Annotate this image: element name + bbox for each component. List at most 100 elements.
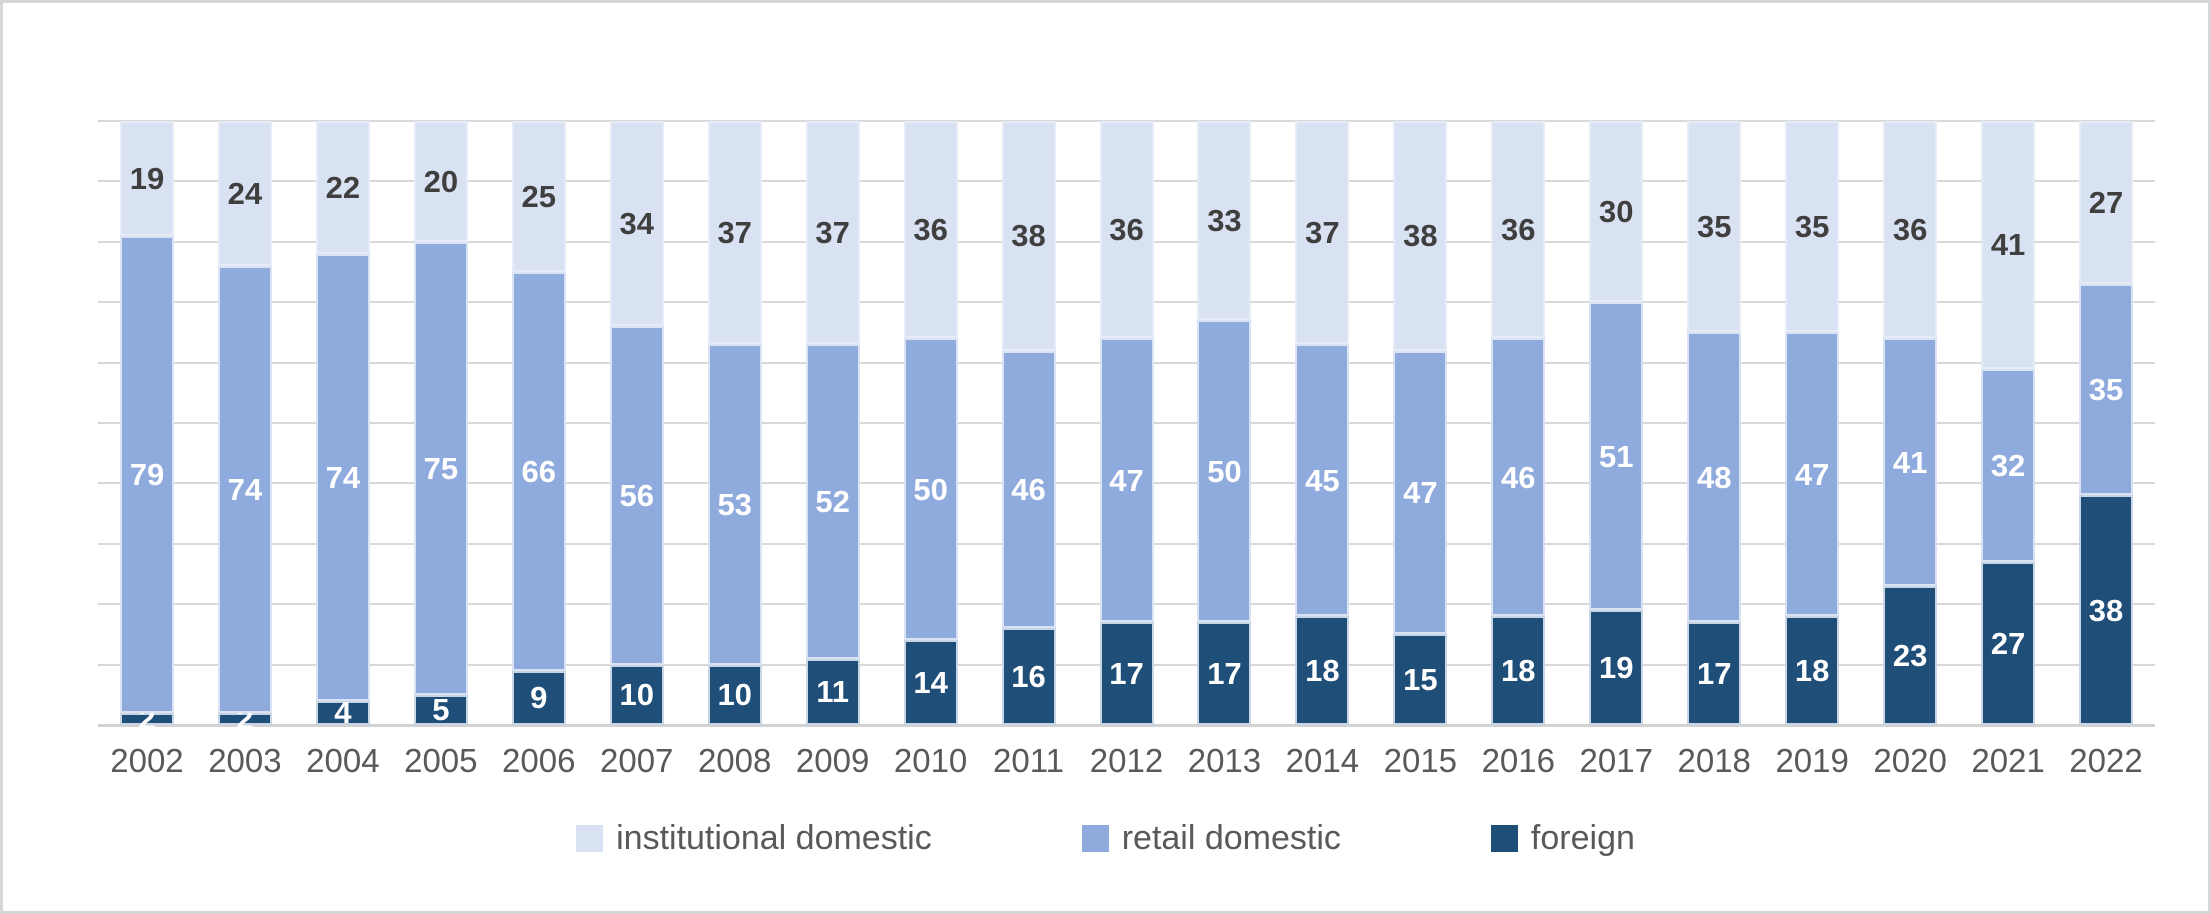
bar-segment-foreign-2018: 17 [1687, 622, 1742, 725]
data-label: 19 [1599, 650, 1634, 686]
bar-segment-institutional-domestic-2022: 27 [2079, 121, 2134, 285]
bar-segment-institutional-domestic-2011: 38 [1001, 121, 1056, 351]
bar-segment-retail-domestic-2010: 50 [903, 338, 958, 641]
data-label: 36 [913, 212, 948, 248]
data-label: 18 [1794, 653, 1830, 689]
x-axis-label-2008: 2008 [697, 742, 772, 779]
legend-swatch-foreign [1490, 824, 1518, 852]
x-axis-label-2009: 2009 [795, 742, 870, 779]
data-label: 17 [1696, 656, 1732, 692]
bar-segment-institutional-domestic-2020: 36 [1883, 121, 1938, 339]
data-label: 35 [1696, 209, 1732, 245]
bar-segment-retail-domestic-2015: 47 [1393, 350, 1448, 635]
bar-segment-foreign-2014: 18 [1295, 616, 1350, 725]
bar-segment-institutional-domestic-2008: 37 [707, 121, 762, 345]
bar-segment-foreign-2003: 2 [217, 703, 272, 734]
data-label: 5 [432, 692, 450, 728]
data-label: 53 [717, 487, 752, 523]
bar-segment-foreign-2010: 14 [903, 640, 958, 725]
legend-item-retail-domestic: retail domestic [1081, 821, 1341, 855]
x-axis-label-2005: 2005 [404, 742, 478, 779]
x-axis-label-2016: 2016 [1481, 742, 1555, 779]
bar-segment-institutional-domestic-2021: 41 [1981, 121, 2036, 369]
data-label: 11 [816, 674, 850, 710]
x-axis-label-2012: 2012 [1089, 742, 1164, 779]
bar-segment-retail-domestic-2016: 46 [1491, 338, 1546, 617]
x-axis-label-2007: 2007 [600, 742, 674, 779]
bar-segment-retail-domestic-2022: 35 [2079, 284, 2134, 496]
bar-segment-foreign-2017: 19 [1589, 610, 1644, 725]
x-axis-label-2014: 2014 [1285, 742, 1360, 779]
data-label: 15 [1403, 662, 1438, 698]
data-label: 9 [530, 680, 548, 716]
data-label: 41 [1990, 227, 2026, 263]
data-label: 30 [1599, 194, 1634, 230]
bar-segment-institutional-domestic-2010: 36 [903, 121, 958, 339]
bar-segment-institutional-domestic-2004: 22 [315, 121, 370, 254]
data-label: 27 [2088, 185, 2124, 221]
bar-segment-retail-domestic-2002: 79 [119, 235, 174, 713]
bar-segment-retail-domestic-2003: 74 [217, 265, 272, 713]
bar-segment-retail-domestic-2021: 32 [1981, 368, 2036, 562]
legend-item-institutional-domestic: institutional domestic [576, 821, 932, 855]
data-label: 37 [1305, 215, 1340, 251]
data-label: 16 [1011, 659, 1046, 695]
bar-segment-retail-domestic-2006: 66 [511, 272, 566, 671]
x-axis-label-2002: 2002 [110, 742, 184, 779]
data-label: 4 [334, 695, 352, 731]
data-label: 34 [619, 206, 654, 242]
data-label: 74 [227, 471, 263, 507]
bar-segment-retail-domestic-2012: 47 [1099, 338, 1154, 623]
bar-segment-foreign-2016: 18 [1491, 616, 1546, 725]
data-label: 23 [1892, 638, 1928, 674]
bar-segment-foreign-2007: 10 [609, 664, 664, 725]
x-axis-label-2004: 2004 [306, 742, 380, 779]
data-label: 36 [1501, 212, 1536, 248]
bar-segment-institutional-domestic-2013: 33 [1197, 121, 1252, 321]
data-label: 14 [913, 665, 948, 701]
bar-segment-retail-domestic-2013: 50 [1197, 320, 1252, 623]
bar-segment-foreign-2021: 27 [1981, 561, 2036, 725]
x-axis-label-2010: 2010 [893, 742, 968, 779]
data-label: 75 [423, 450, 459, 486]
bar-segment-institutional-domestic-2018: 35 [1687, 121, 1742, 333]
data-label: 17 [1207, 656, 1242, 692]
data-label: 18 [1501, 653, 1536, 689]
data-label: 25 [521, 179, 557, 214]
data-label: 47 [1403, 474, 1438, 510]
bar-segment-foreign-2002: 2 [119, 703, 174, 734]
bar-segment-institutional-domestic-2003: 24 [217, 121, 272, 266]
bar-segment-institutional-domestic-2014: 37 [1295, 121, 1350, 345]
data-label: 52 [815, 484, 850, 519]
bar-segment-retail-domestic-2019: 47 [1785, 332, 1840, 617]
bar-segment-institutional-domestic-2019: 35 [1785, 121, 1840, 333]
legend-swatch-institutional-domestic [576, 824, 604, 852]
data-label: 66 [521, 453, 557, 489]
data-label: 37 [815, 215, 850, 251]
data-label: 38 [1011, 218, 1046, 254]
data-label: 10 [717, 677, 752, 713]
bar-segment-retail-domestic-2004: 74 [315, 253, 370, 701]
bar-segment-foreign-2009: 11 [805, 658, 860, 725]
legend-swatch-retail-domestic [1081, 824, 1109, 852]
data-label: 18 [1305, 653, 1340, 689]
bar-segment-foreign-2020: 23 [1883, 586, 1938, 725]
bar-segment-foreign-2008: 10 [707, 664, 762, 725]
bar-segment-foreign-2012: 17 [1099, 622, 1154, 725]
x-axis-line [98, 724, 2155, 727]
data-label: 51 [1599, 438, 1634, 474]
data-label: 27 [1990, 625, 2026, 661]
data-label: 35 [2088, 372, 2124, 408]
bar-segment-foreign-2011: 16 [1001, 628, 1056, 725]
data-label: 17 [1109, 656, 1144, 692]
x-axis-label-2015: 2015 [1383, 742, 1458, 779]
x-axis-label-2017: 2017 [1579, 742, 1653, 779]
data-label: 22 [325, 169, 361, 205]
x-axis-label-2006: 2006 [502, 742, 576, 779]
bar-segment-institutional-domestic-2005: 20 [413, 121, 468, 242]
x-axis-label-2018: 2018 [1677, 742, 1751, 779]
bar-segment-foreign-2015: 15 [1393, 634, 1448, 725]
x-axis-label-2021: 2021 [1971, 742, 2045, 779]
data-label: 50 [913, 471, 948, 507]
